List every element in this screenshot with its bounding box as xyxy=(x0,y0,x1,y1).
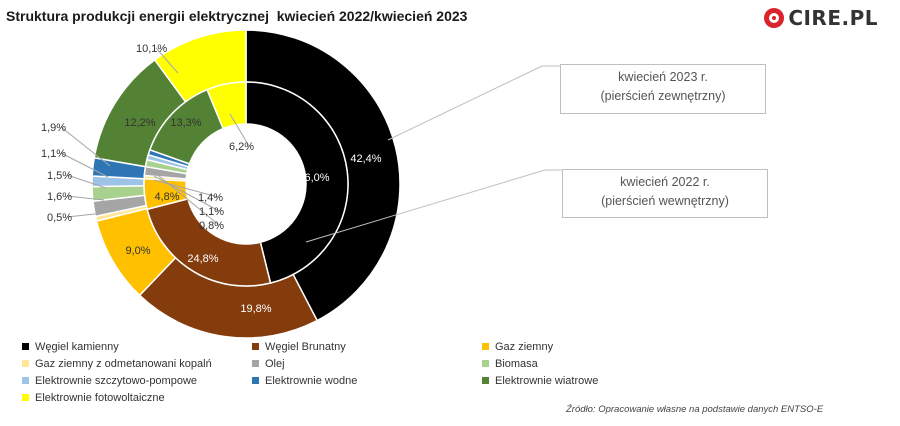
callout-outer-line2: (pierścień zewnętrzny) xyxy=(600,89,726,103)
label-outer-elektrownie-wodne: 1,9% xyxy=(41,122,66,134)
label-inner-elektrownie-wiatrowe: 13,3% xyxy=(170,117,201,129)
legend-swatch-gaz-ziemny-z-odmetanowani-kopaln xyxy=(22,360,29,367)
label-inner-elektrownie-szczytowo-pompowe: 0,8% xyxy=(199,220,224,232)
legend-item-elektrownie-fotowoltaiczne: Elektrownie fotowoltaiczne xyxy=(22,390,252,405)
label-outer-biomasa: 1,5% xyxy=(47,170,72,182)
label-inner-olej: 1,4% xyxy=(198,192,223,204)
label-outer-wegiel-kamienny: 42,4% xyxy=(350,153,381,165)
legend-label-olej: Olej xyxy=(265,357,285,370)
label-outer-elektrownie-wiatrowe: 12,2% xyxy=(124,117,155,129)
leader-inner-elektrownie-szczytowo-pompowe xyxy=(153,171,220,226)
legend-swatch-wegiel-brunatny xyxy=(252,343,259,350)
cire-logo-icon xyxy=(764,8,785,28)
legend-label-wegiel-brunatny: Węgiel Brunatny xyxy=(265,340,346,353)
legend-item-wegiel-kamienny: Węgiel kamienny xyxy=(22,339,252,354)
leader-inner-elektrownie-fotowoltaiczne xyxy=(229,113,250,147)
legend-item-elektrownie-wiatrowe: Elektrownie wiatrowe xyxy=(482,373,662,388)
legend-label-elektrownie-wodne: Elektrownie wodne xyxy=(265,374,358,387)
legend-item-wegiel-brunatny: Węgiel Brunatny xyxy=(252,339,482,354)
leader-outer-elektrownie-wodne xyxy=(60,126,111,167)
leader-outer-gaz-ziemny-z-odmetanowani-kopaln xyxy=(66,212,105,218)
label-outer-olej: 1,6% xyxy=(47,191,72,203)
leader-outer-elektrownie-szczytowo-pompowe xyxy=(60,152,109,178)
label-outer-gaz-ziemny-z-odmetanowani-kopaln: 0,5% xyxy=(47,212,72,224)
legend-swatch-elektrownie-szczytowo-pompowe xyxy=(22,377,29,384)
legend-item-gaz-ziemny: Gaz ziemny xyxy=(482,339,662,354)
legend-label-wegiel-kamienny: Węgiel kamienny xyxy=(35,340,119,353)
callout-outer-leader xyxy=(387,65,543,141)
legend-item-gaz-ziemny-z-odmetanowani-kopaln: Gaz ziemny z odmetanowani kopalń xyxy=(22,356,252,371)
label-inner-biomasa: 1,1% xyxy=(199,206,224,218)
legend-label-elektrownie-szczytowo-pompowe: Elektrownie szczytowo-pompowe xyxy=(35,374,198,387)
legend-item-biomasa: Biomasa xyxy=(482,356,662,371)
legend-label-gaz-ziemny: Gaz ziemny xyxy=(495,340,554,353)
legend-swatch-elektrownie-wodne xyxy=(252,377,259,384)
label-outer-elektrownie-szczytowo-pompowe: 1,1% xyxy=(41,148,66,160)
callout-inner-line2: (pierścień wewnętrzny) xyxy=(601,194,729,208)
label-inner-wegiel-kamienny: 46,0% xyxy=(298,172,329,184)
data-labels: 42,4% 19,8% 9,0% 0,5% 1,6% 1,5% 1,1% 1,9% 12,2% 1… xyxy=(41,43,382,315)
legend-item-elektrownie-szczytowo-pompowe: Elektrownie szczytowo-pompowe xyxy=(22,373,252,388)
callout-outer-ring: kwiecień 2023 r. (pierścień zewnętrzny) xyxy=(560,64,766,114)
label-inner-gaz-ziemny: 4,8% xyxy=(154,191,179,203)
leader-inner-biomasa xyxy=(153,175,220,212)
leader-lines xyxy=(60,47,562,243)
logo-text: CIRE.PL xyxy=(788,6,878,30)
cire-logo: CIRE.PL xyxy=(764,6,878,30)
leader-outer-olej xyxy=(66,195,105,201)
chart-legend: Węgiel kamienny Węgiel Brunatny Gaz ziemny… xyxy=(22,339,662,405)
callout-outer-line1: kwiecień 2023 r. xyxy=(618,70,708,84)
legend-swatch-gaz-ziemny xyxy=(482,343,489,350)
legend-label-elektrownie-wiatrowe: Elektrownie wiatrowe xyxy=(495,374,599,387)
label-outer-elektrownie-fotowoltaiczne: 10,1% xyxy=(136,43,167,55)
callout-inner-ring: kwiecień 2022 r. (pierścień wewnętrzny) xyxy=(562,169,768,218)
leader-outer-biomasa xyxy=(66,174,107,189)
callout-inner-leader xyxy=(305,169,546,243)
donut-slices xyxy=(91,29,401,339)
leader-inner-olej xyxy=(153,179,219,198)
legend-swatch-elektrownie-wiatrowe xyxy=(482,377,489,384)
legend-label-biomasa: Biomasa xyxy=(495,357,538,370)
legend-label-elektrownie-fotowoltaiczne: Elektrownie fotowoltaiczne xyxy=(35,391,165,404)
legend-label-gaz-ziemny-z-odmetanowani-kopaln: Gaz ziemny z odmetanowani kopalń xyxy=(35,357,212,370)
label-inner-elektrownie-fotowoltaiczne: 6,2% xyxy=(229,141,254,153)
label-outer-gaz-ziemny: 9,0% xyxy=(125,245,150,257)
label-inner-wegiel-brunatny: 24,8% xyxy=(187,253,218,265)
slice-inner-wegiel-kamienny xyxy=(245,81,349,284)
callout-inner-line1: kwiecień 2022 r. xyxy=(620,175,710,189)
source-note: Źródło: Opracowanie własne na podstawie … xyxy=(566,404,824,415)
legend-swatch-wegiel-kamienny xyxy=(22,343,29,350)
legend-swatch-biomasa xyxy=(482,360,489,367)
chart-title: Struktura produkcji energii elektrycznej… xyxy=(6,8,468,24)
label-outer-wegiel-brunatny: 19,8% xyxy=(240,303,271,315)
legend-item-elektrownie-wodne: Elektrownie wodne xyxy=(252,373,482,388)
slice-inner-elektrownie-fotowoltaiczne xyxy=(206,81,247,130)
leader-outer-elektrownie-fotowoltaiczne xyxy=(155,47,179,74)
legend-item-olej: Olej xyxy=(252,356,482,371)
legend-swatch-olej xyxy=(252,360,259,367)
legend-swatch-elektrownie-fotowoltaiczne xyxy=(22,394,29,401)
